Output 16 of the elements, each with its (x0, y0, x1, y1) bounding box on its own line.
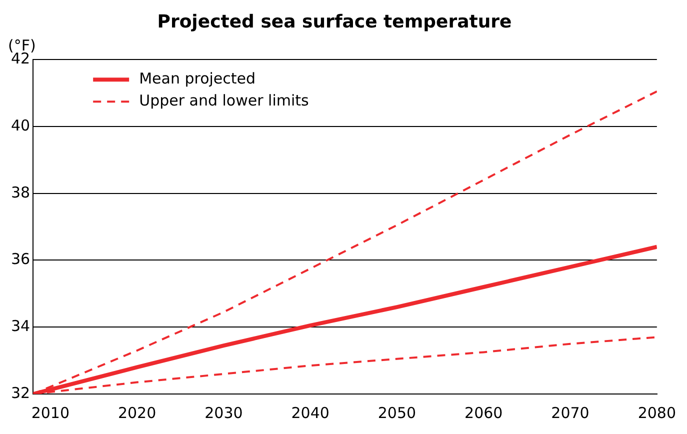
x-tick-label: 2060 (464, 404, 503, 422)
x-tick-label: 2080 (638, 404, 676, 422)
y-tick-label: 40 (10, 116, 30, 134)
x-tick-label: 2030 (204, 404, 243, 422)
x-tick-label: 2040 (291, 404, 330, 422)
legend-label: Mean projected (139, 69, 256, 88)
y-tick-label: 38 (10, 183, 30, 202)
x-tick-label: 2020 (118, 404, 156, 422)
legend-label: Upper and lower limits (139, 91, 310, 110)
y-tick-label: 36 (10, 250, 30, 268)
chart-title: Projected sea surface temperature (157, 11, 512, 32)
x-tick-label: 2010 (31, 404, 70, 422)
y-tick-label: 32 (10, 384, 30, 402)
x-tick-label: 2070 (551, 404, 590, 422)
x-tick-label: 2050 (378, 404, 416, 422)
y-tick-label: 34 (10, 317, 30, 336)
